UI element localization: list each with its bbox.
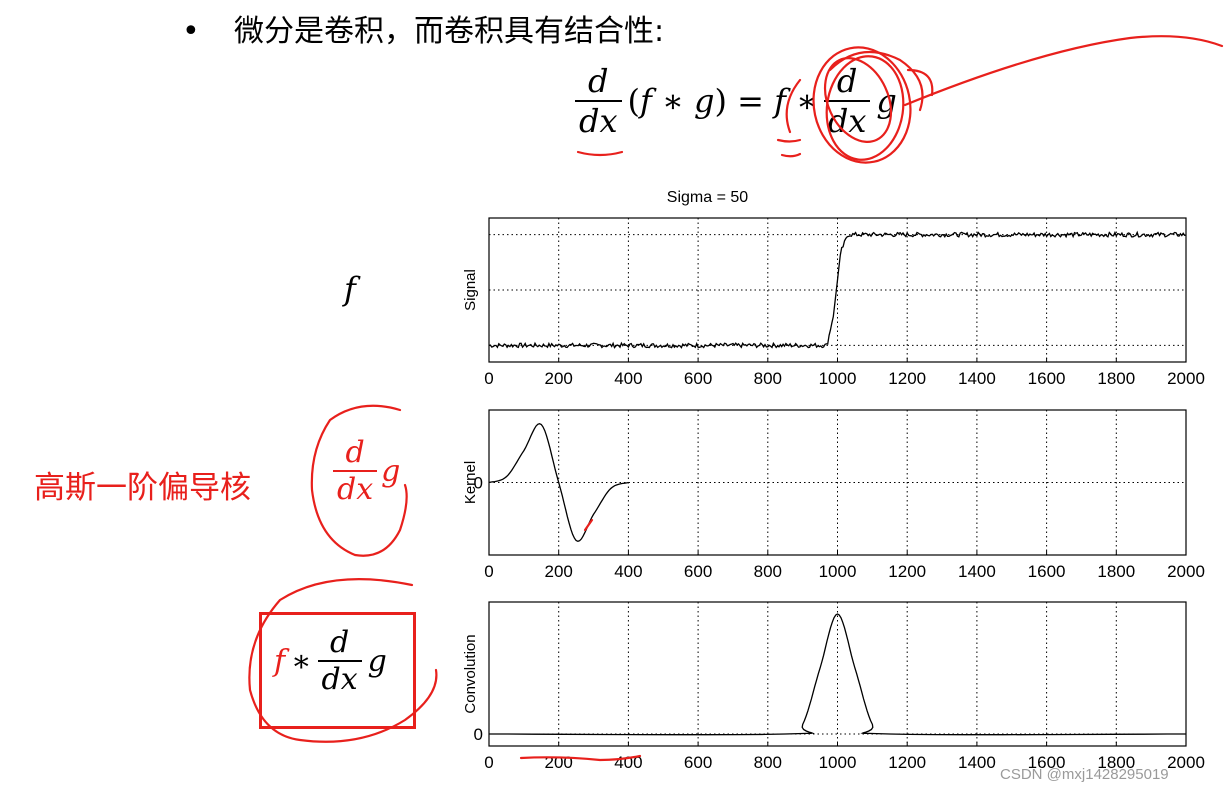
y-tick-label: 0 [474,725,483,744]
x-tick-label: 200 [545,369,573,388]
conv-g: g [367,643,387,679]
x-tick-label: 1600 [1028,369,1066,388]
bullet-line: • 微分是卷积，而卷积具有结合性: [182,6,664,50]
x-tick-label: 1200 [888,562,926,581]
kernel-derivative: d dx [333,435,378,507]
y-axis-label: Convolution [462,634,479,713]
chart-2: 0 200 400 600 800 1000 1200 1400 1600 1800 20000Ke… [462,409,1205,581]
x-tick-label: 0 [484,562,493,581]
x-tick-label: 800 [754,562,782,581]
bullet-text: 微分是卷积，而卷积具有结合性: [234,14,665,49]
x-tick-label: 2000 [1167,562,1205,581]
kernel-g: g [381,453,401,489]
series-line [488,230,1187,349]
x-tick-label: 1600 [1028,562,1066,581]
x-tick-label: 1000 [819,369,857,388]
x-tick-label: 1400 [958,369,996,388]
x-tick-label: 1800 [1097,369,1135,388]
series-line [489,613,1186,736]
x-tick-label: 200 [545,562,573,581]
convolution-equation: f ∗ d dx g [274,625,387,697]
x-tick-label: 0 [484,369,493,388]
chart-3: 0 200 400 600 800 1000 1200 1400 1600 1800 20000Co… [462,601,1205,772]
chart-title: Sigma = 50 [667,189,748,206]
x-tick-label: 1200 [888,753,926,772]
signal-f-label: f [344,270,356,308]
y-axis-label: Signal [462,269,479,311]
associativity-equation: d dx (f ∗ g) = f ∗ d dx g [575,62,897,140]
red-annotation-strokes [248,35,1224,762]
x-tick-label: 1200 [888,369,926,388]
x-tick-label: 0 [484,753,493,772]
x-tick-label: 1800 [1097,753,1135,772]
x-tick-label: 600 [684,562,712,581]
equation-lhs: (f ∗ g) = f ∗ [627,82,818,120]
conv-star: ∗ [291,643,312,679]
derivative-operator: d dx [575,62,622,140]
x-tick-label: 1400 [958,753,996,772]
x-tick-label: 2000 [1167,753,1205,772]
x-tick-label: 200 [545,753,573,772]
x-tick-label: 1000 [819,753,857,772]
x-tick-label: 1400 [958,562,996,581]
x-tick-label: 1800 [1097,562,1135,581]
x-tick-label: 400 [614,562,642,581]
series-line [488,423,629,542]
bullet-dot: • [182,14,200,49]
x-tick-label: 1600 [1028,753,1066,772]
x-tick-label: 800 [754,369,782,388]
y-tick-label: 0 [474,474,483,493]
x-tick-label: 400 [614,369,642,388]
x-tick-label: 600 [684,369,712,388]
conv-f: f [274,643,286,679]
watermark: CSDN @mxj1428295019 [1000,766,1169,783]
chart-1: 0 200 400 600 800 1000 1200 1400 1600 1800 2000 Sig… [462,189,1205,388]
kernel-equation: d dx g [333,435,400,507]
x-tick-label: 600 [684,753,712,772]
conv-derivative: d dx [317,625,362,697]
y-axis-label: Kernel [462,461,479,504]
highlight-box [259,612,416,729]
x-tick-label: 800 [754,753,782,772]
x-tick-label: 1000 [819,562,857,581]
x-tick-label: 2000 [1167,369,1205,388]
gaussian-derivative-kernel-label: 高斯一阶偏导核 [34,470,251,506]
